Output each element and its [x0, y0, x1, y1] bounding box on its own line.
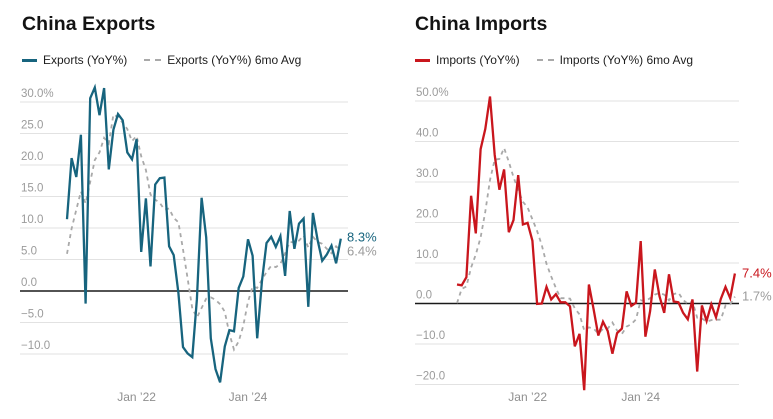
imports-avg-dashed-swatch-icon: [536, 59, 554, 61]
main-line-series: [65, 83, 342, 383]
imports-avg-legend-item: Imports (YoY%) 6mo Avg: [536, 53, 693, 67]
y-axis-tick-label: 20.0: [21, 151, 43, 163]
exports-chart-header: China Exports: [22, 13, 156, 36]
y-axis-tick-label: 0.0: [21, 277, 37, 289]
exports-chart-title: China Exports: [22, 13, 156, 35]
imports-legend-item: Imports (YoY%): [415, 53, 520, 67]
exports-avg-dashed-swatch-icon: [144, 59, 162, 61]
x-axis-tick-label: Jan ’22: [117, 390, 156, 404]
y-axis-tick-label: −10.0: [21, 340, 50, 352]
exports-legend-item: Exports (YoY%): [22, 53, 127, 67]
y-axis-tick-label: 30.0: [416, 168, 438, 180]
y-axis-tick-label: 50.0%: [416, 87, 449, 99]
exports-avg-legend-label: Exports (YoY%) 6mo Avg: [167, 53, 302, 67]
avg-end-value-label: 6.4%: [347, 244, 377, 259]
main-line-series: [456, 96, 737, 391]
y-axis-tick-label: 20.0: [416, 209, 438, 221]
x-axis-tick-label: Jan ’24: [229, 390, 268, 404]
y-axis-tick-label: 10.0: [21, 214, 43, 226]
exports-legend: Exports (YoY%) Exports (YoY%) 6mo Avg: [22, 53, 301, 67]
y-axis-tick-label: 40.0: [416, 128, 438, 140]
avg-line-series: [66, 113, 342, 352]
y-axis-tick-label: −10.0: [416, 330, 445, 342]
y-axis-tick-label: −20.0: [416, 371, 445, 383]
imports-legend-label: Imports (YoY%): [436, 53, 520, 67]
imports-plot: 50.0% 40.0 30.0 20.0 10.0 0.0 −10.0 −20.0 Jan ’2…: [415, 87, 772, 404]
y-axis-tick-label: −5.0: [21, 309, 44, 321]
y-axis-tick-label: 30.0%: [21, 88, 54, 100]
y-axis-tick-label: 0.0: [416, 290, 432, 302]
imports-line-swatch-icon: [415, 58, 430, 62]
x-axis-tick-label: Jan ’24: [621, 390, 660, 404]
imports-avg-legend-label: Imports (YoY%) 6mo Avg: [559, 53, 693, 67]
imports-legend: Imports (YoY%) Imports (YoY%) 6mo Avg: [415, 53, 693, 67]
y-axis-tick-label: 25.0: [21, 120, 43, 132]
exports-avg-legend-item: Exports (YoY%) 6mo Avg: [144, 53, 301, 67]
exports-plot: 30.0% 25.0 20.0 15.0 10.0 5.0 0.0 −5.0 −10.0 Jan …: [20, 83, 377, 404]
series-end-value-label: 8.3%: [347, 230, 377, 245]
x-axis-tick-label: Jan ’22: [508, 390, 547, 404]
y-axis-tick-label: 15.0: [21, 183, 43, 195]
y-axis-tick-label: 5.0: [21, 246, 37, 258]
imports-chart-title: China Imports: [415, 13, 548, 35]
exports-legend-label: Exports (YoY%): [43, 53, 128, 67]
imports-chart-header: China Imports: [415, 13, 547, 36]
avg-end-value-label: 1.7%: [742, 289, 772, 304]
series-end-value-label: 7.4%: [742, 266, 772, 281]
exports-line-swatch-icon: [22, 58, 37, 62]
y-axis-tick-label: 10.0: [416, 249, 438, 261]
avg-line-series: [456, 145, 736, 336]
